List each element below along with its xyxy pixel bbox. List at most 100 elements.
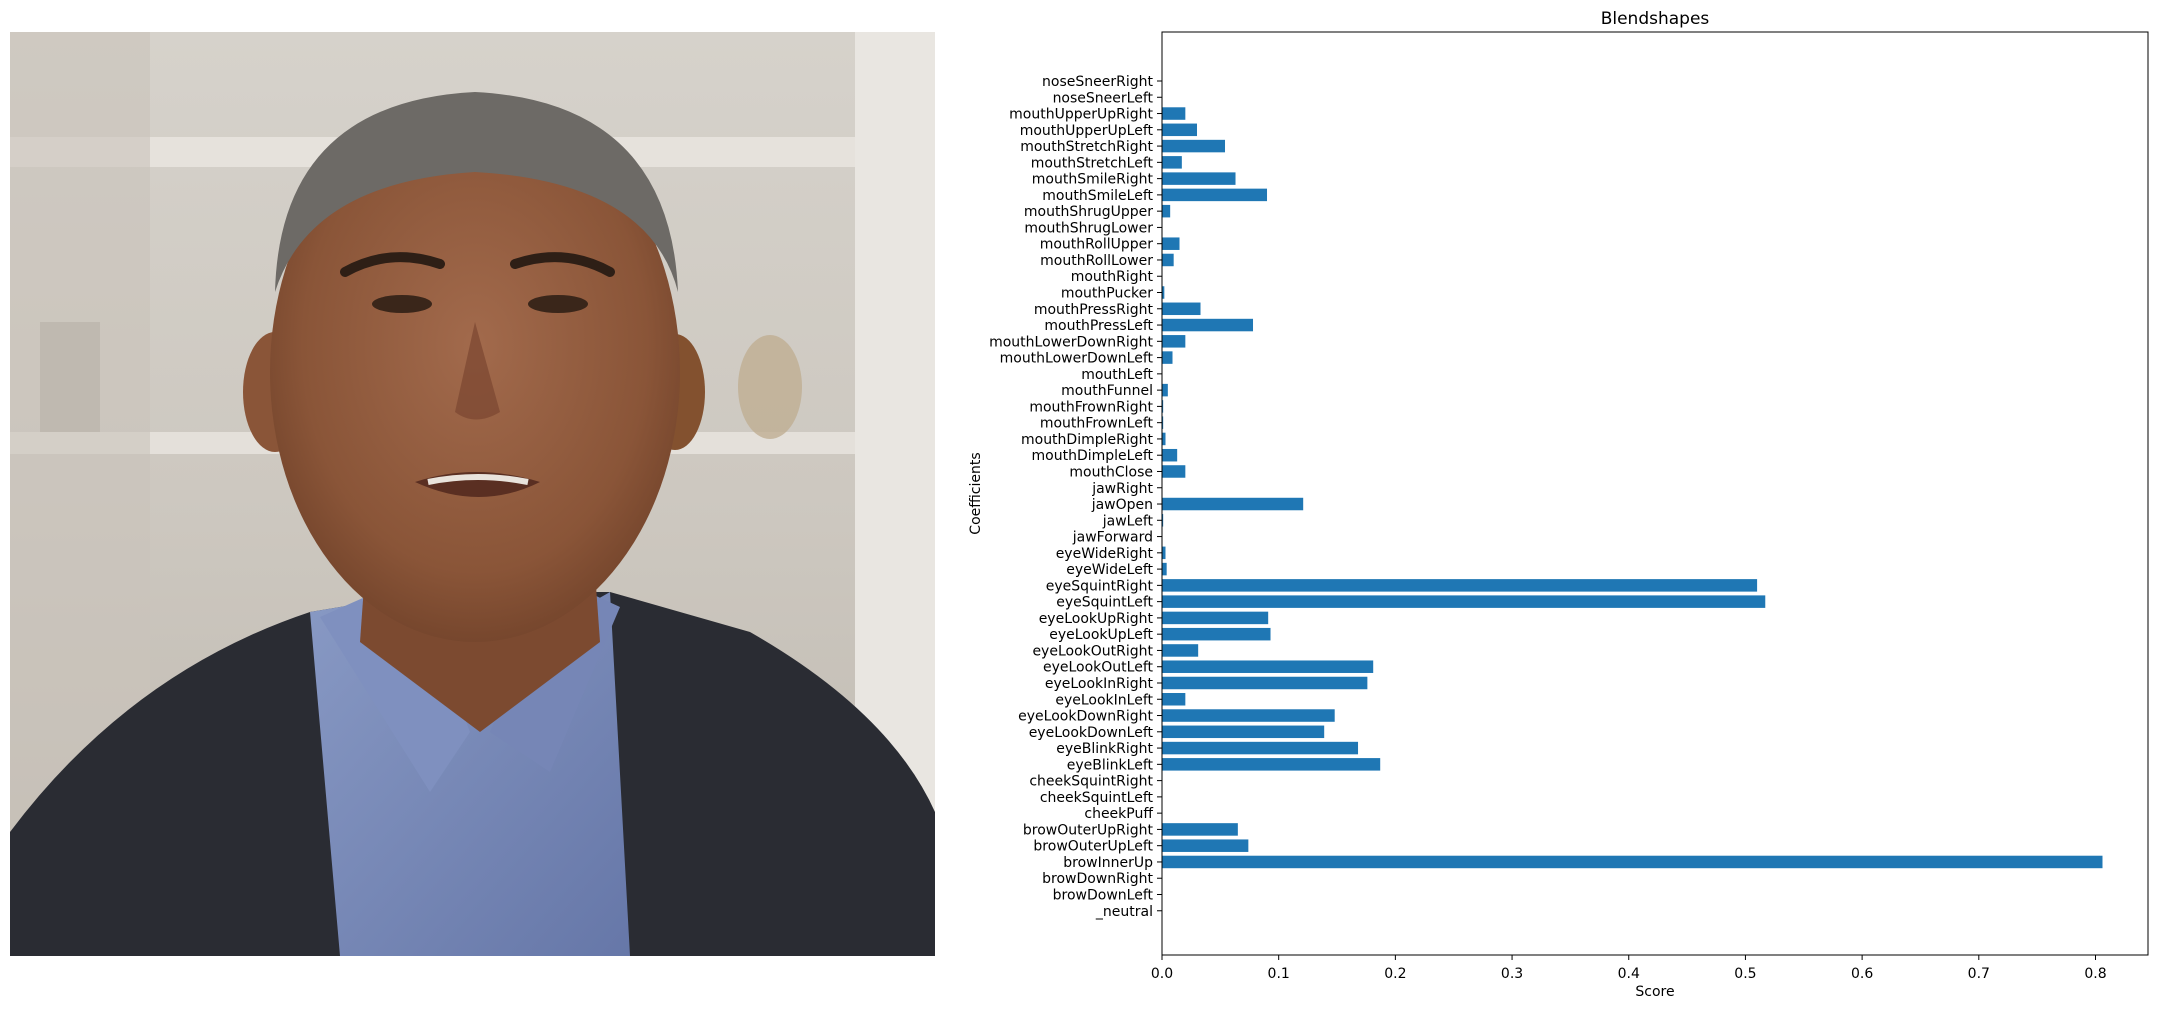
- bar-mouthPressRight: [1162, 302, 1201, 316]
- y-tick-label: noseSneerLeft: [1053, 90, 1154, 106]
- x-tick-labels: 0.0 0.1 0.2 0.3 0.4 0.5 0.6 0.7 0.8: [1151, 955, 2107, 982]
- x-tick-label: 0.0: [1151, 966, 1173, 982]
- bar-mouthLowerDownLeft: [1162, 351, 1173, 364]
- bar-eyeWideLeft: [1162, 562, 1167, 576]
- y-tick-label: eyeLookInLeft: [1055, 692, 1153, 708]
- y-tick-label: mouthStretchRight: [1020, 139, 1153, 155]
- bar-eyeSquintLeft: [1162, 595, 1766, 608]
- y-tick-label: mouthSmileLeft: [1042, 188, 1153, 204]
- y-tick-label: mouthUpperUpLeft: [1020, 123, 1154, 139]
- bar-eyeBlinkRight: [1162, 741, 1359, 755]
- y-tick-label: mouthStretchLeft: [1031, 155, 1154, 171]
- y-tick-label: mouthPressRight: [1034, 302, 1154, 318]
- bar-eyeBlinkLeft: [1162, 758, 1381, 771]
- x-tick-label: 0.2: [1384, 966, 1406, 982]
- bar-mouthPressLeft: [1162, 318, 1254, 332]
- y-tick-label: jawOpen: [1091, 497, 1153, 513]
- y-tick-label: eyeLookUpRight: [1039, 611, 1154, 627]
- bar-mouthStretchRight: [1162, 139, 1226, 153]
- bar-mouthDimpleLeft: [1162, 448, 1178, 462]
- chart-title: Blendshapes: [1601, 9, 1710, 29]
- x-tick-label: 0.3: [1501, 966, 1523, 982]
- x-tick-label: 0.6: [1851, 966, 1873, 982]
- bar-mouthRollLower: [1162, 253, 1174, 267]
- y-tick-label: jawRight: [1091, 481, 1153, 497]
- y-tick-label: mouthLowerDownRight: [989, 334, 1153, 350]
- x-tick-label: 0.7: [1968, 966, 1990, 982]
- bar-mouthRollUpper: [1162, 237, 1180, 250]
- x-tick-label: 0.8: [2084, 966, 2106, 982]
- y-tick-label: mouthDimpleRight: [1021, 432, 1154, 448]
- y-tick-labels: _neutralbrowDownLeftbrowDownRightbrowInn…: [989, 74, 1162, 920]
- y-tick-label: mouthPressLeft: [1044, 318, 1153, 334]
- y-tick-label: eyeLookDownLeft: [1029, 725, 1154, 741]
- y-tick-label: browInnerUp: [1063, 855, 1153, 871]
- y-tick-label: browDownRight: [1042, 871, 1153, 887]
- y-tick-label: mouthShrugUpper: [1024, 204, 1153, 220]
- y-tick-label: eyeWideRight: [1056, 546, 1154, 562]
- x-tick-label: 0.5: [1734, 966, 1756, 982]
- bar-mouthClose: [1162, 465, 1186, 478]
- bar-browOuterUpLeft: [1162, 839, 1249, 852]
- y-tick-label: eyeLookOutLeft: [1043, 660, 1154, 676]
- bar-mouthStretchLeft: [1162, 156, 1182, 169]
- bar-mouthLowerDownRight: [1162, 335, 1186, 348]
- bar-browOuterUpRight: [1162, 823, 1238, 836]
- x-tick-label: 0.4: [1618, 966, 1640, 982]
- y-tick-label: mouthPucker: [1061, 286, 1153, 302]
- y-tick-label: cheekPuff: [1084, 806, 1153, 822]
- y-tick-label: eyeBlinkLeft: [1067, 757, 1154, 773]
- y-tick-label: mouthUpperUpRight: [1009, 107, 1153, 123]
- y-tick-label: mouthFrownLeft: [1040, 416, 1154, 432]
- bar-mouthUpperUpRight: [1162, 107, 1186, 120]
- portrait-photo: [10, 32, 935, 956]
- x-axis-label: Score: [1635, 984, 1674, 1000]
- bar-mouthUpperUpLeft: [1162, 123, 1198, 137]
- y-tick-label: mouthRight: [1071, 269, 1154, 285]
- bar-eyeLookOutLeft: [1162, 660, 1374, 673]
- bar-eyeLookInRight: [1162, 676, 1368, 690]
- bar-browInnerUp: [1162, 855, 2103, 869]
- y-tick-label: mouthRollLower: [1040, 253, 1153, 269]
- bar-mouthSmileRight: [1162, 172, 1236, 185]
- bar-mouthShrugUpper: [1162, 204, 1171, 218]
- y-tick-label: _neutral: [1095, 904, 1153, 920]
- y-tick-label: browDownLeft: [1053, 888, 1154, 904]
- y-tick-label: mouthLowerDownLeft: [1000, 351, 1154, 367]
- y-tick-label: eyeWideLeft: [1066, 562, 1153, 578]
- y-tick-label: eyeBlinkRight: [1056, 741, 1153, 757]
- y-tick-label: browOuterUpRight: [1023, 822, 1154, 838]
- portrait-illustration: [10, 32, 935, 956]
- y-tick-label: browOuterUpLeft: [1033, 839, 1153, 855]
- bar-jawLeft: [1162, 514, 1164, 527]
- y-tick-label: jawForward: [1072, 530, 1153, 546]
- bar-mouthDimpleRight: [1162, 432, 1166, 446]
- y-tick-label: mouthFunnel: [1061, 383, 1153, 399]
- bar-eyeLookOutRight: [1162, 644, 1199, 657]
- plot-frame: [1161, 31, 2149, 956]
- bar-eyeWideRight: [1162, 546, 1166, 560]
- y-tick-label: jawLeft: [1102, 513, 1154, 529]
- x-tick-label: 0.1: [1268, 966, 1290, 982]
- y-tick-label: eyeLookUpLeft: [1049, 627, 1153, 643]
- y-tick-label: noseSneerRight: [1042, 74, 1153, 90]
- bar-jawOpen: [1162, 497, 1304, 511]
- y-tick-label: mouthSmileRight: [1032, 172, 1154, 188]
- y-tick-label: mouthLeft: [1081, 367, 1153, 383]
- y-tick-label: cheekSquintRight: [1029, 774, 1153, 790]
- y-tick-label: mouthClose: [1069, 464, 1153, 480]
- bar-eyeLookDownRight: [1162, 709, 1335, 722]
- y-tick-label: eyeSquintLeft: [1056, 595, 1153, 611]
- y-tick-label: mouthRollUpper: [1040, 237, 1154, 253]
- bar-eyeLookInLeft: [1162, 693, 1186, 706]
- y-axis-label: Coefficients: [968, 452, 984, 534]
- bar-mouthFrownLeft: [1162, 416, 1164, 429]
- y-tick-label: mouthDimpleLeft: [1032, 448, 1154, 464]
- y-tick-label: eyeLookDownRight: [1018, 709, 1153, 725]
- bar-mouthFrownRight: [1162, 400, 1164, 413]
- y-tick-label: mouthShrugLower: [1024, 220, 1153, 236]
- bar-mouthSmileLeft: [1162, 188, 1268, 202]
- y-tick-label: eyeSquintRight: [1046, 578, 1154, 594]
- y-tick-label: eyeLookOutRight: [1032, 643, 1153, 659]
